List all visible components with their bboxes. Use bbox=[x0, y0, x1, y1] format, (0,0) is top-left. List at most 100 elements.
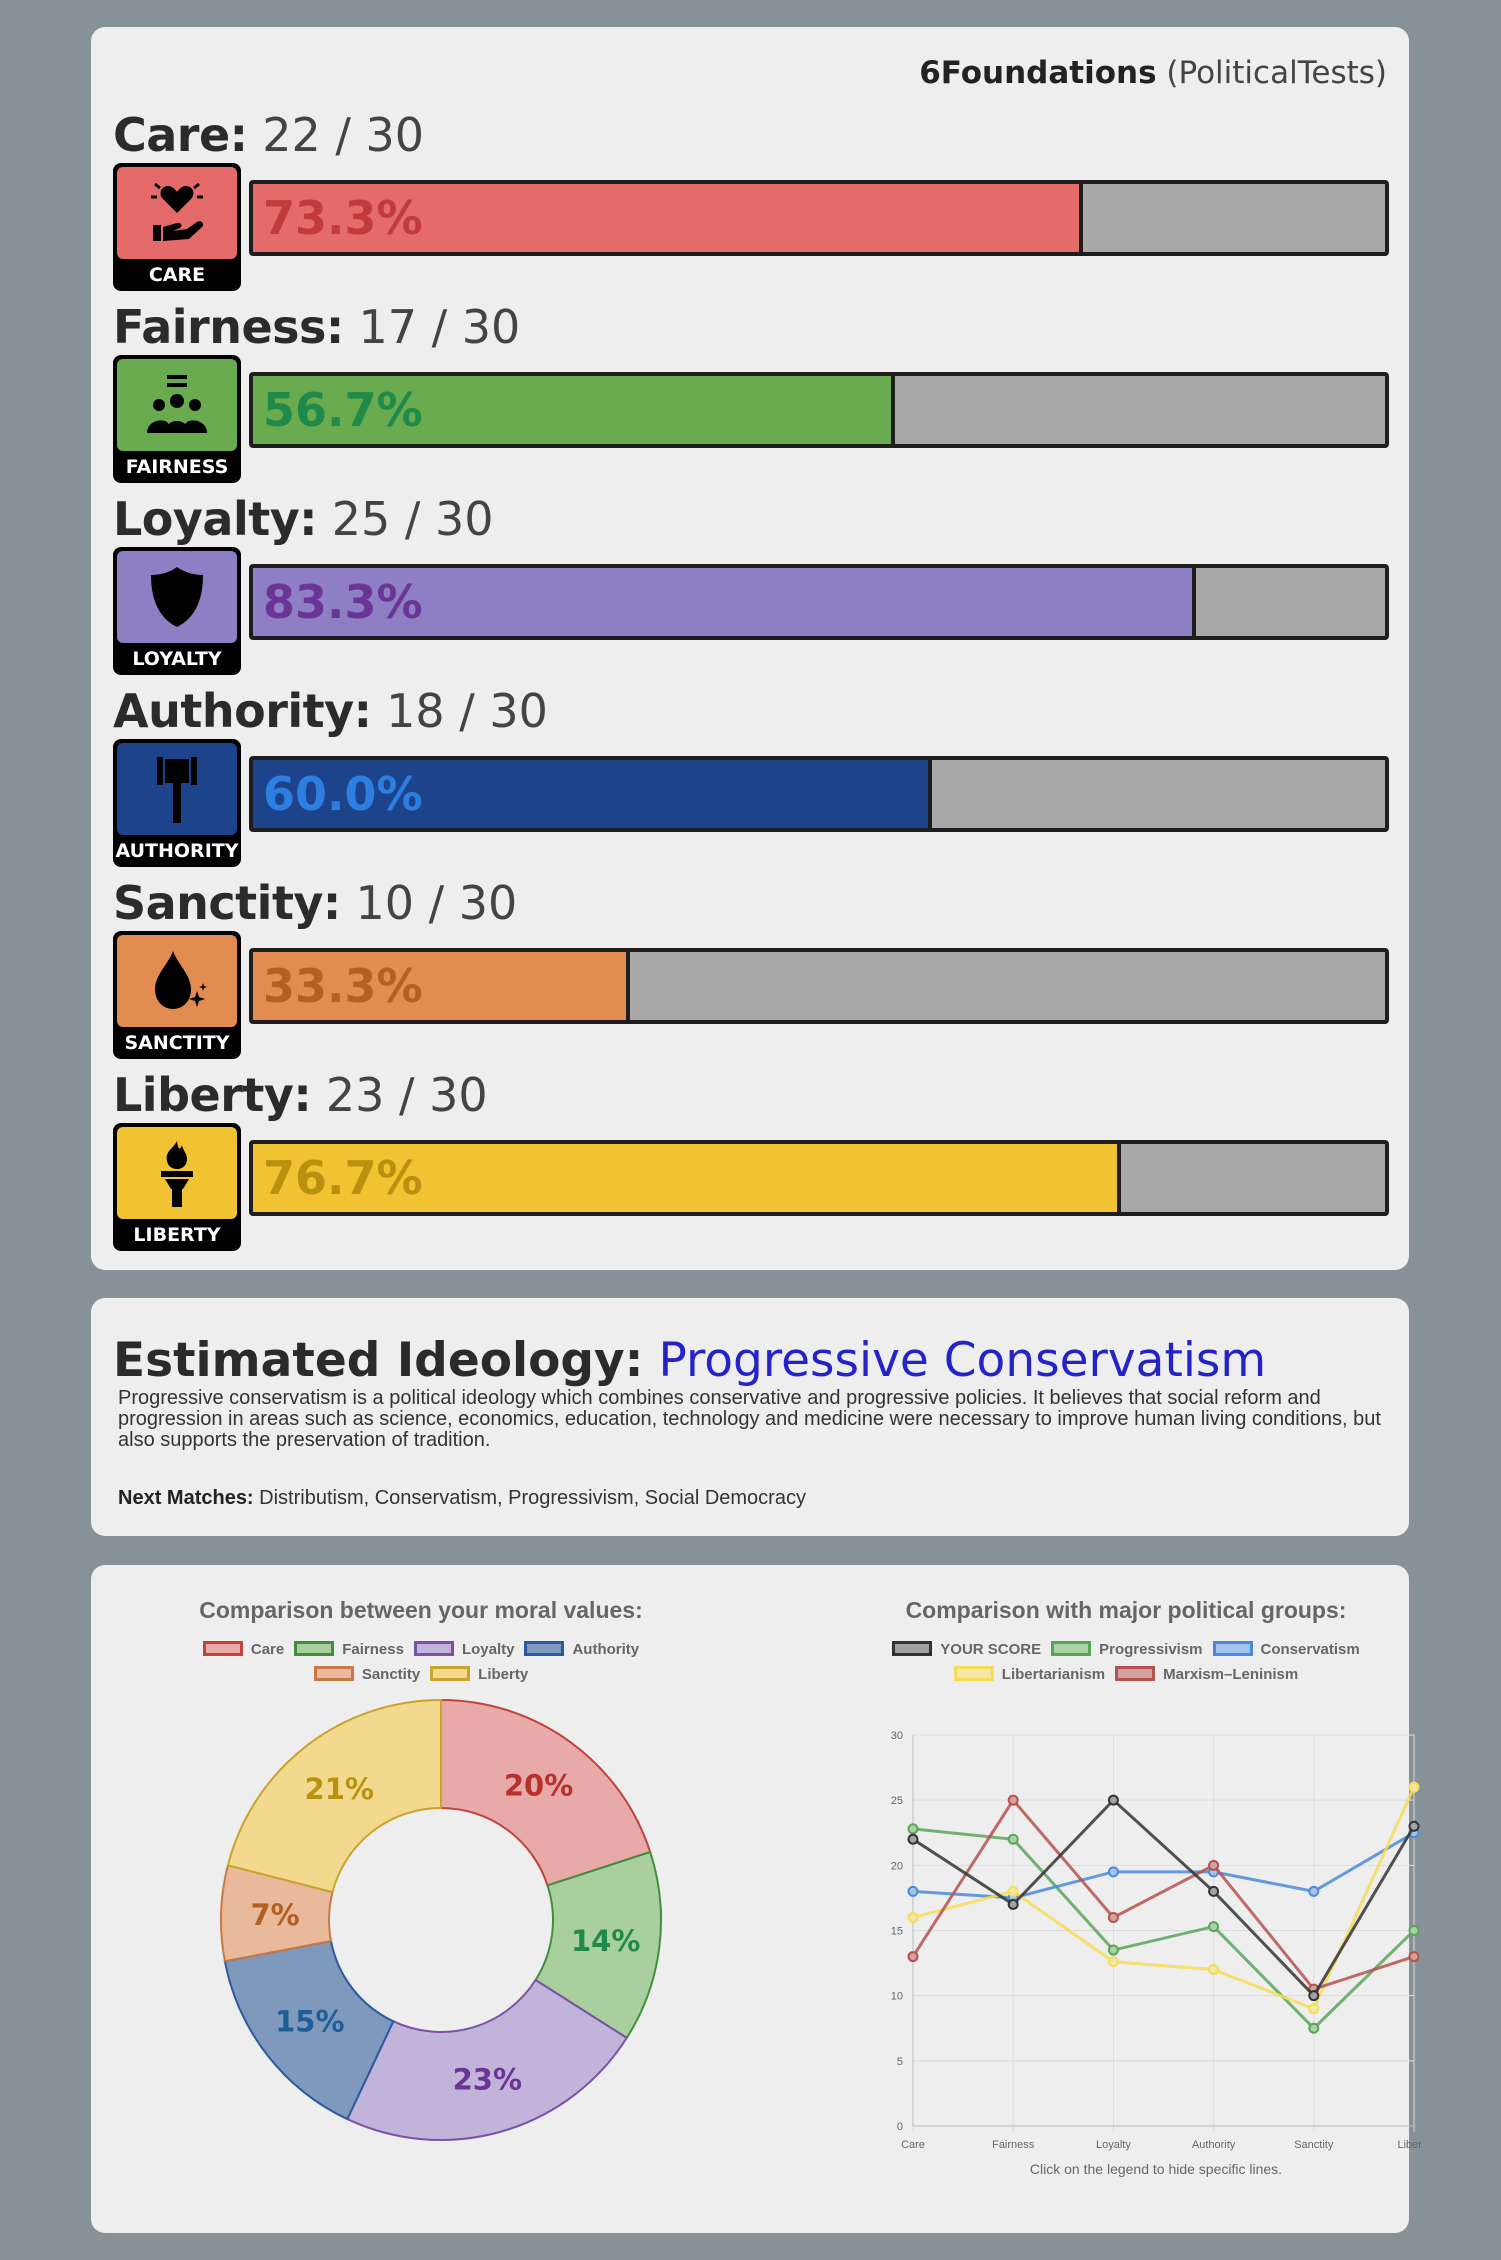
donut-label-liberty: 21% bbox=[305, 1772, 374, 1806]
legend-swatch bbox=[202, 1641, 243, 1656]
point-your-score[interactable] bbox=[1308, 1990, 1320, 2002]
foundation-loyalty: Loyalty: 25 / 30 LOYALTY 83.3% bbox=[113, 491, 1389, 677]
authority-badge: AUTHORITY bbox=[113, 739, 241, 867]
legend-item-progressivism[interactable]: Progressivism bbox=[1051, 1637, 1203, 1662]
badge-label: FAIRNESS bbox=[125, 456, 229, 478]
x-tick-label: Fairness bbox=[992, 2139, 1035, 2151]
point-progressivism[interactable] bbox=[1208, 1921, 1220, 1933]
people-icon bbox=[147, 375, 207, 433]
x-tick-label: Sanctity bbox=[1294, 2139, 1334, 2151]
legend-swatch bbox=[294, 1641, 335, 1656]
next-matches: Next Matches: Distributism, Conservatism… bbox=[118, 1487, 806, 1509]
donut-chart: 20% 14% 23% 15% 7% 21% bbox=[220, 1698, 662, 2141]
point-marxism-leninism[interactable] bbox=[1408, 1951, 1420, 1963]
ideology-panel: Estimated Ideology: Progressive Conserva… bbox=[91, 1298, 1409, 1536]
x-tick-label: Authority bbox=[1192, 2139, 1236, 2151]
authority-progress-bar: 60.0% bbox=[249, 756, 1389, 832]
foundation-title: Loyalty: 25 / 30 bbox=[113, 492, 494, 546]
foundation-liberty: Liberty: 23 / 30 LIBERTY 76.7% bbox=[113, 1067, 1389, 1253]
legend-swatch bbox=[1051, 1641, 1092, 1656]
point-your-score[interactable] bbox=[1208, 1885, 1220, 1897]
donut-label-loyalty: 23% bbox=[453, 2062, 522, 2096]
y-tick-label: 10 bbox=[891, 1991, 903, 2003]
fairness-percent: 56.7% bbox=[263, 383, 423, 437]
line-series-libertarianism bbox=[912, 1786, 1416, 2011]
line-series-marxism-leninism bbox=[911, 1797, 1415, 1991]
donut-chart-title: Comparison between your moral values: bbox=[199, 1597, 643, 1623]
point-marxism-leninism[interactable] bbox=[1007, 1794, 1019, 1806]
legend-item-liberty[interactable]: Liberty bbox=[430, 1662, 528, 1687]
y-tick-label: 25 bbox=[891, 1795, 903, 1807]
point-libertarianism[interactable] bbox=[1308, 2003, 1320, 2015]
point-progressivism[interactable] bbox=[1308, 2022, 1320, 2034]
fairness-progress-bar: 56.7% bbox=[249, 372, 1389, 448]
badge-label: CARE bbox=[148, 264, 206, 286]
donut-legend: Care Fairness Loyalty Authority Sanctity Libe… bbox=[131, 1637, 711, 1687]
sanctity-progress-fill bbox=[253, 952, 630, 1020]
point-conservatism[interactable] bbox=[1107, 1866, 1119, 1878]
point-progressivism[interactable] bbox=[907, 1823, 919, 1835]
sanctity-progress-bar: 33.3% bbox=[249, 948, 1389, 1024]
legend-item-sanctity[interactable]: Sanctity bbox=[313, 1662, 421, 1687]
point-conservatism[interactable] bbox=[1308, 1885, 1320, 1897]
care-progress-fill bbox=[253, 184, 1083, 252]
point-libertarianism[interactable] bbox=[1107, 1956, 1119, 1968]
donut-slice-authority[interactable] bbox=[223, 1939, 395, 2121]
point-conservatism[interactable] bbox=[907, 1885, 919, 1897]
authority-progress-fill bbox=[253, 760, 933, 828]
liberty-progress-bar: 76.7% bbox=[249, 1140, 1389, 1216]
shield-icon bbox=[151, 567, 203, 627]
liberty-percent: 76.7% bbox=[263, 1151, 423, 1205]
donut-slice-care[interactable] bbox=[440, 1698, 652, 1887]
badge-label: SANCTITY bbox=[124, 1032, 230, 1054]
foundation-title: Authority: 18 / 30 bbox=[113, 684, 548, 738]
authority-percent: 60.0% bbox=[263, 767, 423, 821]
donut-slice-loyalty[interactable] bbox=[345, 1978, 629, 2141]
legend-swatch bbox=[1115, 1666, 1156, 1681]
legend-label: Authority bbox=[572, 1641, 640, 1658]
legend-swatch bbox=[892, 1641, 933, 1656]
legend-item-conservatism[interactable]: Conservatism bbox=[1212, 1637, 1360, 1662]
loyalty-percent: 83.3% bbox=[263, 575, 423, 629]
legend-item-care[interactable]: Care bbox=[202, 1637, 284, 1662]
point-marxism-leninism[interactable] bbox=[1107, 1911, 1119, 1923]
point-progressivism[interactable] bbox=[1408, 1925, 1420, 1936]
legend-item-fairness[interactable]: Fairness bbox=[294, 1637, 404, 1662]
foundation-sanctity: Sanctity: 10 / 30 SANCTITY 33.3% bbox=[113, 875, 1389, 1061]
legend-item-loyalty[interactable]: Loyalty bbox=[413, 1637, 514, 1662]
x-tick-label: Care bbox=[901, 2139, 925, 2151]
legend-swatch bbox=[953, 1666, 994, 1681]
point-progressivism[interactable] bbox=[1107, 1944, 1119, 1956]
point-libertarianism[interactable] bbox=[1007, 1885, 1019, 1897]
badge-label: AUTHORITY bbox=[115, 840, 239, 862]
legend-label: Sanctity bbox=[361, 1666, 421, 1683]
care-percent: 73.3% bbox=[263, 191, 423, 245]
point-libertarianism[interactable] bbox=[1408, 1781, 1420, 1793]
liberty-progress-fill bbox=[253, 1144, 1122, 1212]
legend-label: Conservatism bbox=[1260, 1641, 1360, 1658]
y-tick-label: 20 bbox=[891, 1860, 903, 1872]
y-tick-label: 30 bbox=[891, 1730, 903, 1742]
gavel-icon bbox=[157, 757, 197, 823]
legend-item-marxism-leninism[interactable]: Marxism–Leninism bbox=[1115, 1662, 1298, 1687]
y-tick-label: 15 bbox=[891, 1926, 903, 1938]
point-your-score[interactable] bbox=[1007, 1898, 1019, 1910]
point-progressivism[interactable] bbox=[1007, 1833, 1019, 1845]
point-libertarianism[interactable] bbox=[907, 1911, 919, 1923]
drop-icon bbox=[155, 951, 207, 1009]
legend-item-your-score[interactable]: YOUR SCORE bbox=[892, 1637, 1041, 1662]
legend-item-libertarianism[interactable]: Libertarianism bbox=[953, 1662, 1105, 1687]
donut-slice-liberty[interactable] bbox=[226, 1698, 442, 1894]
point-your-score[interactable] bbox=[907, 1833, 919, 1845]
legend-item-authority[interactable]: Authority bbox=[524, 1637, 639, 1662]
x-tick-label: Loyalty bbox=[1096, 2139, 1131, 2151]
legend-swatch bbox=[413, 1641, 454, 1656]
point-marxism-leninism[interactable] bbox=[1208, 1859, 1220, 1871]
legend-swatch bbox=[430, 1666, 471, 1681]
point-marxism-leninism[interactable] bbox=[907, 1951, 919, 1963]
point-libertarianism[interactable] bbox=[1208, 1964, 1220, 1976]
loyalty-badge: LOYALTY bbox=[113, 547, 241, 675]
point-your-score[interactable] bbox=[1408, 1820, 1420, 1832]
point-your-score[interactable] bbox=[1107, 1794, 1119, 1806]
foundation-authority: Authority: 18 / 30 AUTHORITY 60.0% bbox=[113, 683, 1389, 869]
